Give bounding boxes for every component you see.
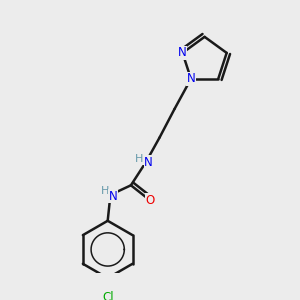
Text: N: N bbox=[178, 46, 187, 59]
Text: H: H bbox=[101, 186, 109, 196]
Text: O: O bbox=[146, 194, 154, 207]
Text: Cl: Cl bbox=[102, 291, 113, 300]
Text: N: N bbox=[187, 72, 195, 85]
Text: H: H bbox=[135, 154, 143, 164]
Text: N: N bbox=[144, 156, 153, 169]
Text: N: N bbox=[109, 190, 118, 203]
